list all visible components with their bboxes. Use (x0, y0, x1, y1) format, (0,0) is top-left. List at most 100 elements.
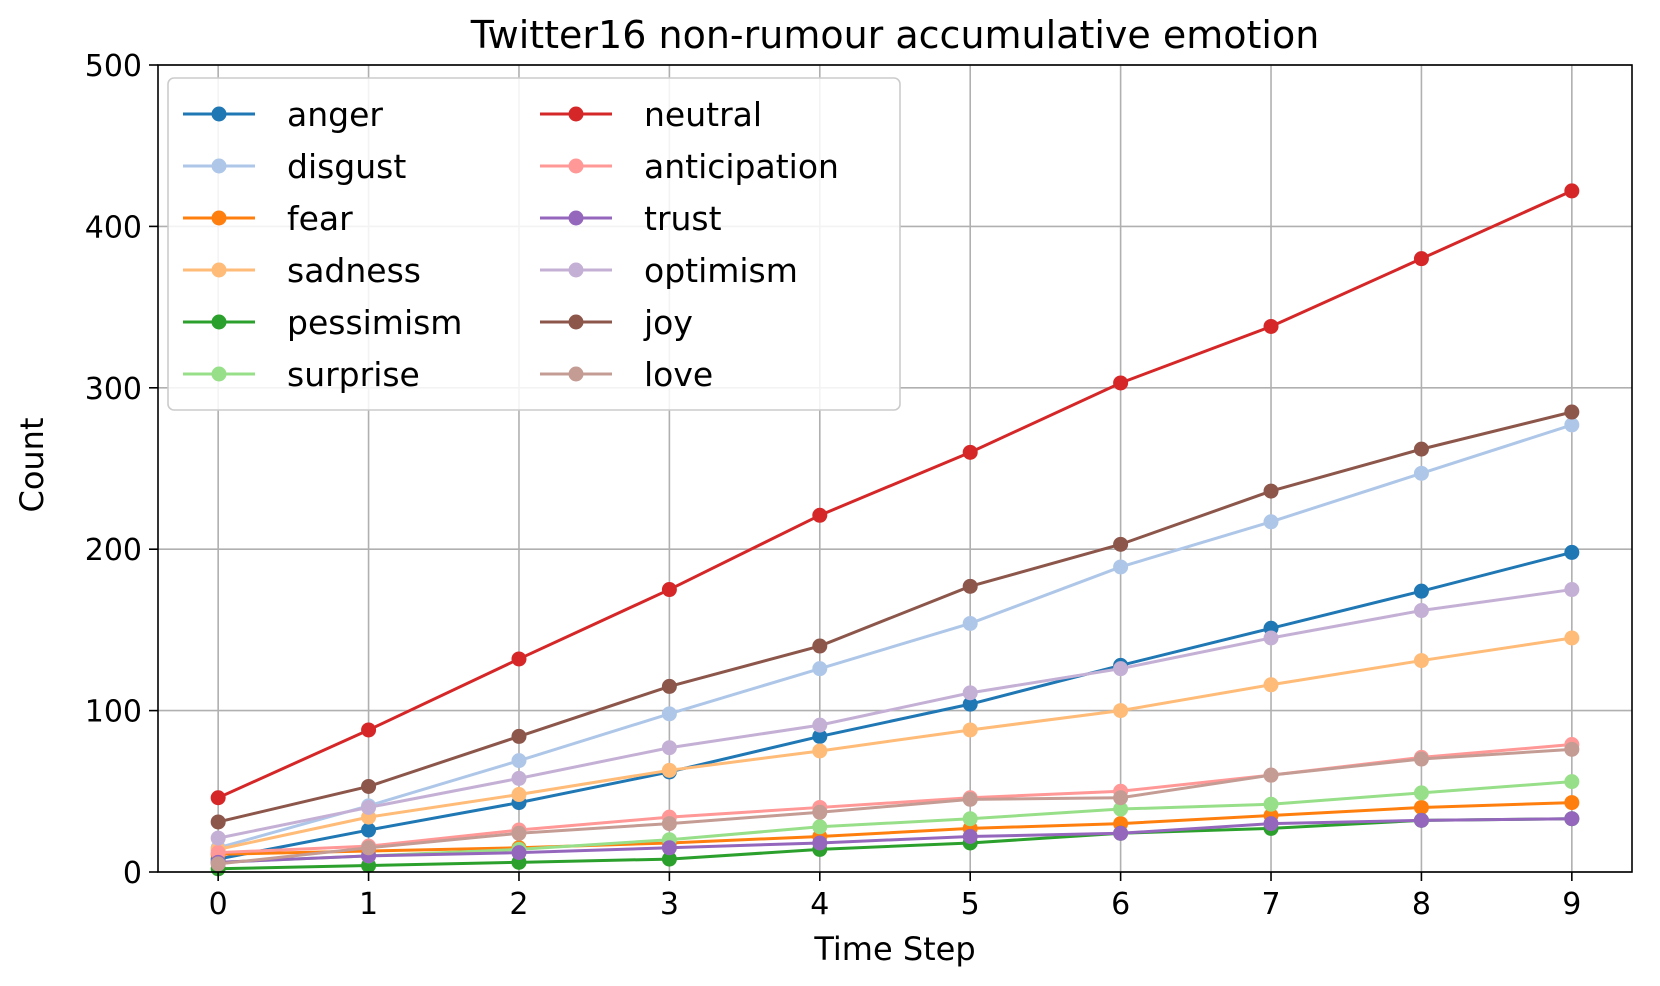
series-line-love (218, 747, 1572, 866)
data-point-neutral (962, 444, 978, 460)
data-point-sadness (1564, 630, 1580, 646)
data-point-sadness (962, 722, 978, 738)
legend-item-optimism: optimism (540, 251, 798, 290)
data-point-surprise (812, 819, 828, 835)
data-point-sadness (1113, 703, 1129, 719)
data-point-love (210, 856, 226, 872)
data-point-disgust (962, 615, 978, 631)
data-point-neutral (1413, 251, 1429, 267)
data-point-joy (1413, 441, 1429, 457)
data-point-trust (1413, 812, 1429, 828)
series-optimism (210, 582, 1580, 846)
legend-label: disgust (287, 147, 406, 186)
legend-item-anger: anger (183, 95, 383, 134)
series-line-sadness (217, 636, 1573, 851)
data-point-optimism (511, 770, 527, 786)
data-point-joy (210, 814, 226, 830)
data-point-love (1564, 741, 1580, 757)
data-point-neutral (1113, 375, 1129, 391)
legend-item-love: love (540, 355, 713, 394)
series-line-neutral (217, 189, 1573, 800)
legend-swatch-marker (211, 262, 227, 278)
series-line-surprise (218, 780, 1572, 864)
legend-label: optimism (644, 251, 798, 290)
data-point-trust (511, 845, 527, 861)
y-tick-label: 300 (85, 372, 142, 407)
data-point-anger (812, 728, 828, 744)
legend-item-fear: fear (183, 199, 353, 238)
data-point-surprise (1263, 796, 1279, 812)
data-point-anger (962, 696, 978, 712)
series-line-pessimism (218, 817, 1572, 871)
data-point-disgust (511, 753, 527, 769)
series-trust (210, 811, 1580, 870)
data-point-disgust (1113, 559, 1129, 575)
y-tick-label: 200 (85, 533, 142, 568)
data-point-optimism (1263, 630, 1279, 646)
x-tick-label: 5 (961, 887, 980, 922)
data-point-neutral (1263, 318, 1279, 334)
x-tick-label: 8 (1412, 887, 1431, 922)
legend-swatch-marker (568, 158, 584, 174)
series-love (210, 741, 1580, 872)
data-point-optimism (661, 740, 677, 756)
data-point-anger (1413, 583, 1429, 599)
legend-item-surprise: surprise (183, 355, 420, 394)
data-point-love (361, 840, 377, 856)
y-tick-label: 400 (85, 210, 142, 245)
data-point-sadness (812, 743, 828, 759)
y-tick-label: 100 (85, 695, 142, 730)
data-point-neutral (661, 582, 677, 598)
data-point-trust (812, 835, 828, 851)
data-point-trust (1564, 811, 1580, 827)
x-tick-label: 9 (1562, 887, 1581, 922)
x-axis: 0 1 2 3 4 5 6 7 8 9 (209, 872, 1581, 922)
x-tick-label: 2 (509, 887, 528, 922)
data-point-trust (661, 840, 677, 856)
data-point-disgust (1263, 514, 1279, 530)
legend-item-sadness: sadness (183, 251, 421, 290)
data-point-love (812, 804, 828, 820)
data-point-sadness (511, 787, 527, 803)
legend-label: anticipation (644, 147, 839, 186)
y-axis-title: Count (13, 417, 51, 512)
plot-frame (157, 64, 1633, 873)
legend-item-joy: joy (540, 303, 693, 342)
data-point-optimism (1564, 582, 1580, 598)
legend-label: neutral (644, 95, 762, 134)
series-layer (210, 183, 1580, 877)
data-point-disgust (661, 706, 677, 722)
legend-label: joy (643, 303, 693, 342)
series-line-disgust (217, 423, 1573, 850)
data-point-anger (361, 822, 377, 838)
data-point-neutral (511, 651, 527, 667)
data-point-joy (511, 728, 527, 744)
x-tick-label: 1 (359, 887, 378, 922)
data-point-sadness (1413, 653, 1429, 669)
legend-item-anticipation: anticipation (540, 147, 839, 186)
data-point-neutral (812, 507, 828, 523)
data-point-love (1113, 790, 1129, 806)
data-point-love (1263, 767, 1279, 783)
x-tick-label: 6 (1111, 887, 1130, 922)
x-tick-label: 0 (209, 887, 228, 922)
data-point-joy (361, 778, 377, 794)
data-point-love (962, 791, 978, 807)
data-point-love (511, 825, 527, 841)
legend-item-pessimism: pessimism (183, 303, 462, 342)
x-tick-label: 3 (660, 887, 679, 922)
chart-title: Twitter16 non-rumour accumulative emotio… (470, 13, 1320, 57)
data-point-joy (1263, 483, 1279, 499)
legend-label: surprise (287, 355, 420, 394)
data-point-disgust (1564, 417, 1580, 433)
series-line-joy (217, 410, 1573, 824)
x-axis-title: Time Step (813, 930, 975, 968)
legend-swatch-marker (211, 366, 227, 382)
data-point-optimism (210, 830, 226, 846)
data-point-love (1413, 751, 1429, 767)
legend-swatch-marker (211, 158, 227, 174)
series-joy (210, 404, 1580, 830)
data-point-surprise (962, 811, 978, 827)
series-line-fear (218, 801, 1572, 856)
